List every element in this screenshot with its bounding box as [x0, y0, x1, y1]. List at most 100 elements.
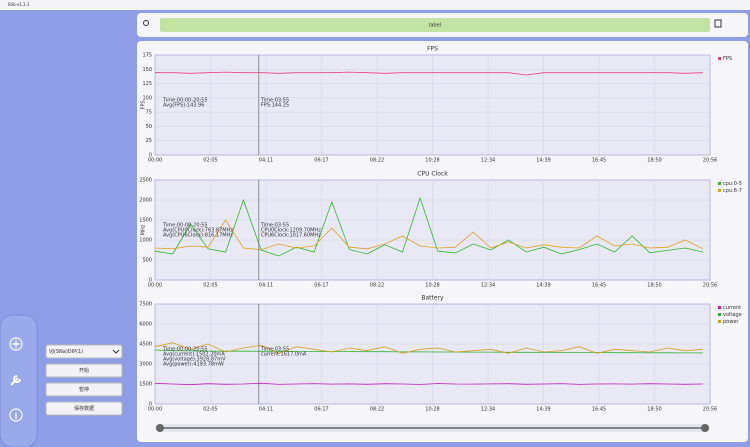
x-tick-label: 06:17: [314, 407, 328, 413]
title-bar: [0, 0, 750, 10]
legend-label: FPS: [723, 56, 732, 62]
y-tick-label: 25: [146, 138, 152, 144]
scroll-handle-right[interactable]: [701, 424, 709, 432]
x-tick-label: 20:56: [703, 158, 717, 164]
scroll-handle-left[interactable]: [156, 424, 164, 432]
y-tick-label: 1500: [139, 218, 152, 224]
series-line: [155, 71, 703, 76]
x-tick-label: 00:00: [148, 407, 162, 413]
y-tick-label: 6000: [139, 322, 152, 328]
button-label: 暂停: [79, 386, 89, 393]
legend-swatch: [718, 313, 721, 316]
cursor-text: CPU6Clock:1017.60MHz: [261, 233, 321, 239]
x-tick-label: 16:45: [592, 407, 606, 413]
x-tick-label: 12:34: [481, 158, 495, 164]
summary-text: Time:00:00-20:55: [162, 347, 208, 353]
chart-title: FPS: [427, 46, 438, 53]
settings-icon[interactable]: [10, 375, 21, 386]
x-tick-label: 16:45: [592, 158, 606, 164]
x-tick-label: 08:22: [370, 283, 384, 289]
legend-swatch: [718, 320, 721, 323]
summary-text: Avg(current):1502.20mA: [163, 352, 225, 358]
x-tick-label: 02:05: [203, 283, 217, 289]
x-tick-label: 18:50: [647, 283, 661, 289]
x-tick-label: 18:50: [647, 158, 661, 164]
cursor-text: Time:03:55: [260, 347, 289, 353]
y-tick-label: 500: [142, 258, 152, 264]
summary-text: Time:00:00-20:55: [162, 223, 208, 229]
summary-text: Avg(FPS):143.96: [163, 103, 204, 109]
cursor-text: current:1617.0mA: [261, 352, 307, 358]
add-icon-plus: [12, 340, 20, 348]
x-tick-label: 08:22: [370, 158, 384, 164]
summary-text: Avg(voltage):3928.87mV: [163, 357, 226, 363]
y-tick-label: 50: [146, 124, 152, 130]
y-tick-label: 1500: [139, 382, 152, 388]
dropdown-arrow: [112, 349, 120, 354]
series-line: [154, 342, 703, 354]
chart-title: Battery: [421, 295, 444, 302]
y-axis-label: FPS: [141, 100, 147, 109]
summary-text: Avg(CPU0Clock):763.87MHz: [163, 228, 233, 234]
start-button[interactable]: [45, 363, 123, 378]
x-tick-label: 10:28: [425, 158, 439, 164]
save-button[interactable]: [45, 401, 123, 416]
y-tick-label: 1000: [139, 238, 152, 244]
summary-text: Avg(power):4193.78mW: [163, 362, 224, 368]
x-tick-label: 14:39: [536, 158, 550, 164]
x-tick-label: 04:11: [259, 158, 273, 164]
cursor-text: Time:03:55: [260, 223, 289, 229]
x-tick-label: 18:50: [647, 407, 661, 413]
info-icon[interactable]: [9, 408, 23, 422]
cursor-text: Time:03:55: [260, 98, 289, 104]
x-tick-label: 08:22: [370, 407, 384, 413]
window-title: Blib-v1.3.3: [8, 2, 30, 7]
x-tick-label: 06:17: [314, 283, 328, 289]
y-tick-label: 150: [142, 67, 152, 73]
legend-swatch: [718, 306, 721, 309]
y-tick-label: 0: [149, 153, 152, 159]
top-label: label: [429, 23, 441, 29]
x-tick-label: 00:00: [148, 283, 162, 289]
chart-title: CPU Clock: [417, 171, 448, 178]
x-tick-label: 04:11: [259, 283, 273, 289]
series-line: [154, 382, 703, 386]
save-icon[interactable]: [714, 19, 722, 28]
label-bar: [160, 18, 710, 32]
x-tick-label: 16:45: [592, 283, 606, 289]
device-select[interactable]: [45, 344, 123, 359]
x-tick-label: 06:17: [314, 158, 328, 164]
summary-text: Avg(CPU6Clock):816.17MHz: [163, 233, 233, 239]
x-tick-label: 20:56: [703, 283, 717, 289]
y-tick-label: 75: [146, 110, 152, 116]
legend-label: cpu:6-7: [723, 188, 742, 194]
legend-swatch: [718, 182, 721, 185]
legend-label: voltage: [723, 312, 742, 318]
pause-button[interactable]: [45, 382, 123, 397]
summary-text: Time:00:00-20:55: [162, 98, 208, 104]
legend-label: current: [723, 305, 741, 311]
x-tick-label: 12:34: [481, 407, 495, 413]
y-tick-label: 7500: [139, 302, 152, 308]
add-icon[interactable]: [9, 337, 23, 351]
y-tick-label: 2000: [139, 198, 152, 204]
series-line: [154, 349, 703, 354]
x-tick-label: 02:05: [203, 407, 217, 413]
device-name: VJ(SNa)DIP(1): [49, 349, 83, 355]
x-tick-label: 00:00: [148, 158, 162, 164]
x-tick-label: 04:11: [259, 407, 273, 413]
user-icon[interactable]: [143, 20, 149, 26]
y-tick-label: 125: [142, 81, 152, 87]
x-tick-label: 10:28: [425, 407, 439, 413]
y-tick-label: 3000: [139, 362, 152, 368]
x-tick-label: 14:39: [536, 407, 550, 413]
x-tick-label: 20:56: [703, 407, 717, 413]
series-line: [154, 196, 703, 257]
cursor-text: FPS:144.25: [261, 103, 289, 109]
legend-swatch: [718, 189, 721, 192]
y-tick-label: 2500: [139, 178, 152, 184]
x-tick-label: 14:39: [536, 283, 550, 289]
legend-swatch: [718, 57, 721, 60]
legend-label: power: [723, 319, 739, 325]
